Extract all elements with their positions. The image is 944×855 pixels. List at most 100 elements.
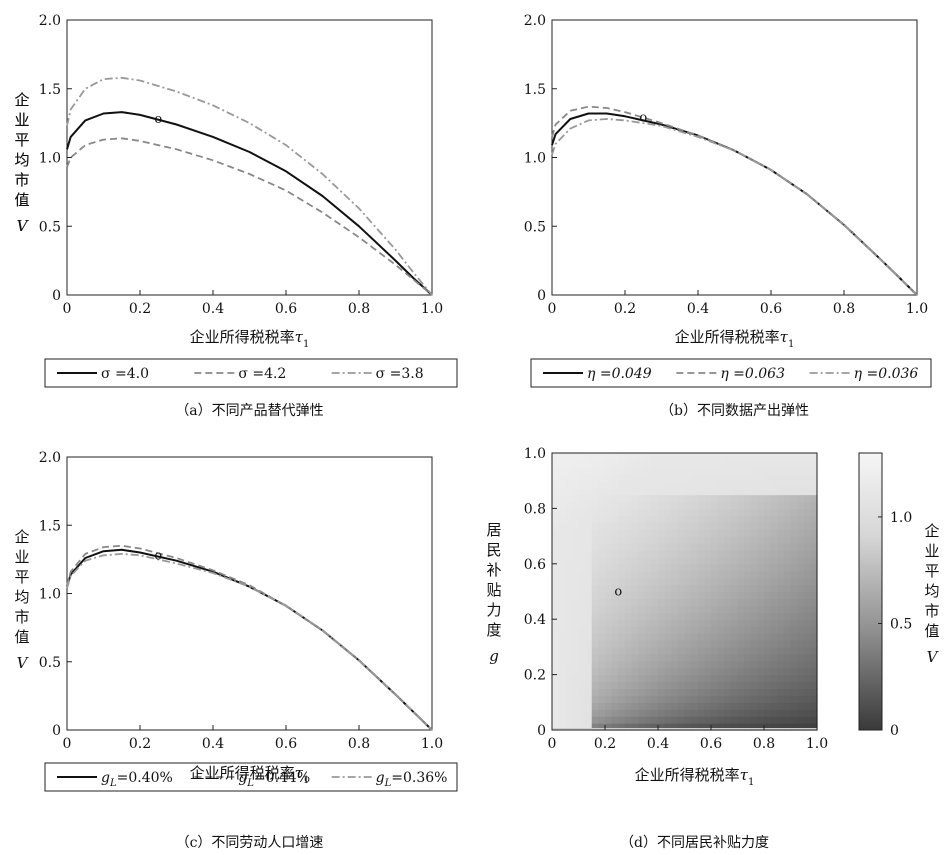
y-tick-label: 1.0 xyxy=(524,151,546,167)
heatmap-cell xyxy=(711,515,719,523)
heatmap-cell xyxy=(578,633,586,641)
heatmap-cell xyxy=(565,459,573,468)
heatmap-cell xyxy=(644,453,652,461)
heatmap-cell xyxy=(671,577,679,586)
heatmap-cell xyxy=(677,639,686,648)
heatmap-cell xyxy=(790,543,798,551)
heatmap-cell xyxy=(704,453,712,461)
y-axis-label-char: 民 xyxy=(486,541,501,559)
heatmap-cell xyxy=(730,605,739,613)
heatmap-cell xyxy=(658,646,666,655)
heatmap-cell xyxy=(777,695,785,703)
heatmap-cell xyxy=(810,605,818,613)
heatmap-cell xyxy=(644,480,652,489)
heatmap-cell xyxy=(783,584,792,593)
heatmap-cell xyxy=(797,695,805,703)
heatmap-cell xyxy=(764,633,772,641)
heatmap-cell xyxy=(777,667,785,676)
heatmap-cell xyxy=(750,543,758,551)
heatmap-cell xyxy=(797,494,805,503)
colorbar-variable: V xyxy=(927,648,940,666)
heatmap-cell xyxy=(757,549,765,558)
heatmap-cell xyxy=(684,709,692,717)
heatmap-cell xyxy=(552,556,560,565)
heatmap-cell xyxy=(585,591,593,600)
heatmap-cell xyxy=(585,681,593,690)
heatmap-cell xyxy=(750,653,758,662)
heatmap-cell xyxy=(558,529,566,537)
heatmap-cell xyxy=(764,487,772,496)
heatmap-cell xyxy=(777,515,785,523)
heatmap-cell xyxy=(552,653,560,662)
heatmap-cell xyxy=(783,681,792,690)
heatmap-cell xyxy=(571,494,580,503)
heatmap-cell xyxy=(638,466,646,475)
heatmap-cell xyxy=(770,688,778,696)
heatmap-cell xyxy=(790,660,798,669)
heatmap-cell xyxy=(711,716,719,724)
heatmap-cell xyxy=(598,549,606,558)
heatmap-cell xyxy=(691,501,699,509)
heatmap-cell xyxy=(651,522,659,530)
heatmap-cell xyxy=(777,522,785,530)
heatmap-cell xyxy=(631,633,639,641)
x-tick-label: 1.0 xyxy=(421,736,443,752)
heatmap-cell xyxy=(737,612,745,620)
heatmap-cell xyxy=(671,549,679,558)
heatmap-cell xyxy=(803,577,811,586)
heatmap-cell xyxy=(737,667,745,676)
heatmap-cell xyxy=(757,639,765,648)
heatmap-cell xyxy=(585,577,593,586)
heatmap-cell xyxy=(571,563,580,572)
heatmap-cell xyxy=(697,688,705,696)
colorbar-label-char: 市 xyxy=(924,602,939,620)
heatmap-cell xyxy=(790,639,798,648)
heatmap-cell xyxy=(658,653,666,662)
heatmap-cell xyxy=(704,695,712,703)
heatmap-cell xyxy=(552,466,560,475)
heatmap-cell xyxy=(697,709,705,717)
heatmap-cell xyxy=(624,494,633,503)
heatmap-cell xyxy=(797,709,805,717)
heatmap-cell xyxy=(638,522,646,530)
heatmap-cell xyxy=(764,695,772,703)
heatmap-cell xyxy=(638,598,646,606)
heatmap-cell xyxy=(704,716,712,724)
heatmap-cell xyxy=(591,716,599,724)
y-axis-label-char: 力 xyxy=(486,601,501,619)
heatmap-cell xyxy=(558,653,566,662)
heatmap-cell xyxy=(777,563,785,572)
heatmap-cell xyxy=(810,667,818,676)
y-tick-label: 0.6 xyxy=(524,557,546,573)
heatmap-cell xyxy=(750,508,758,516)
heatmap-cell xyxy=(552,633,560,641)
heatmap-cell xyxy=(757,453,765,461)
heatmap-cell xyxy=(764,584,772,593)
heatmap-cell xyxy=(605,529,613,537)
heatmap-cell xyxy=(658,577,666,586)
heatmap-cell xyxy=(790,501,798,509)
heatmap-cell xyxy=(783,494,792,503)
y-axis-label-char: 市 xyxy=(14,171,29,189)
legend-label-var: g xyxy=(101,770,110,786)
heatmap-cell xyxy=(730,695,739,703)
heatmap-cell xyxy=(691,494,699,503)
x-tick-label: 0.8 xyxy=(753,736,775,752)
heatmap-cell xyxy=(677,529,686,537)
heatmap-cell xyxy=(565,549,573,558)
heatmap-cell xyxy=(717,716,725,724)
heatmap-cell xyxy=(684,529,692,537)
heatmap-cell xyxy=(558,723,566,731)
heatmap-cell xyxy=(585,453,593,461)
heatmap-cell xyxy=(552,577,560,586)
heatmap-cell xyxy=(717,543,725,551)
heatmap-cell xyxy=(565,556,573,565)
heatmap-cell xyxy=(605,543,613,551)
heatmap-cell xyxy=(618,591,626,600)
heatmap-cell xyxy=(704,549,712,558)
heatmap-cell xyxy=(737,619,745,627)
heatmap-cell xyxy=(585,543,593,551)
heatmap-cell xyxy=(810,695,818,703)
heatmap-cell xyxy=(618,556,626,565)
